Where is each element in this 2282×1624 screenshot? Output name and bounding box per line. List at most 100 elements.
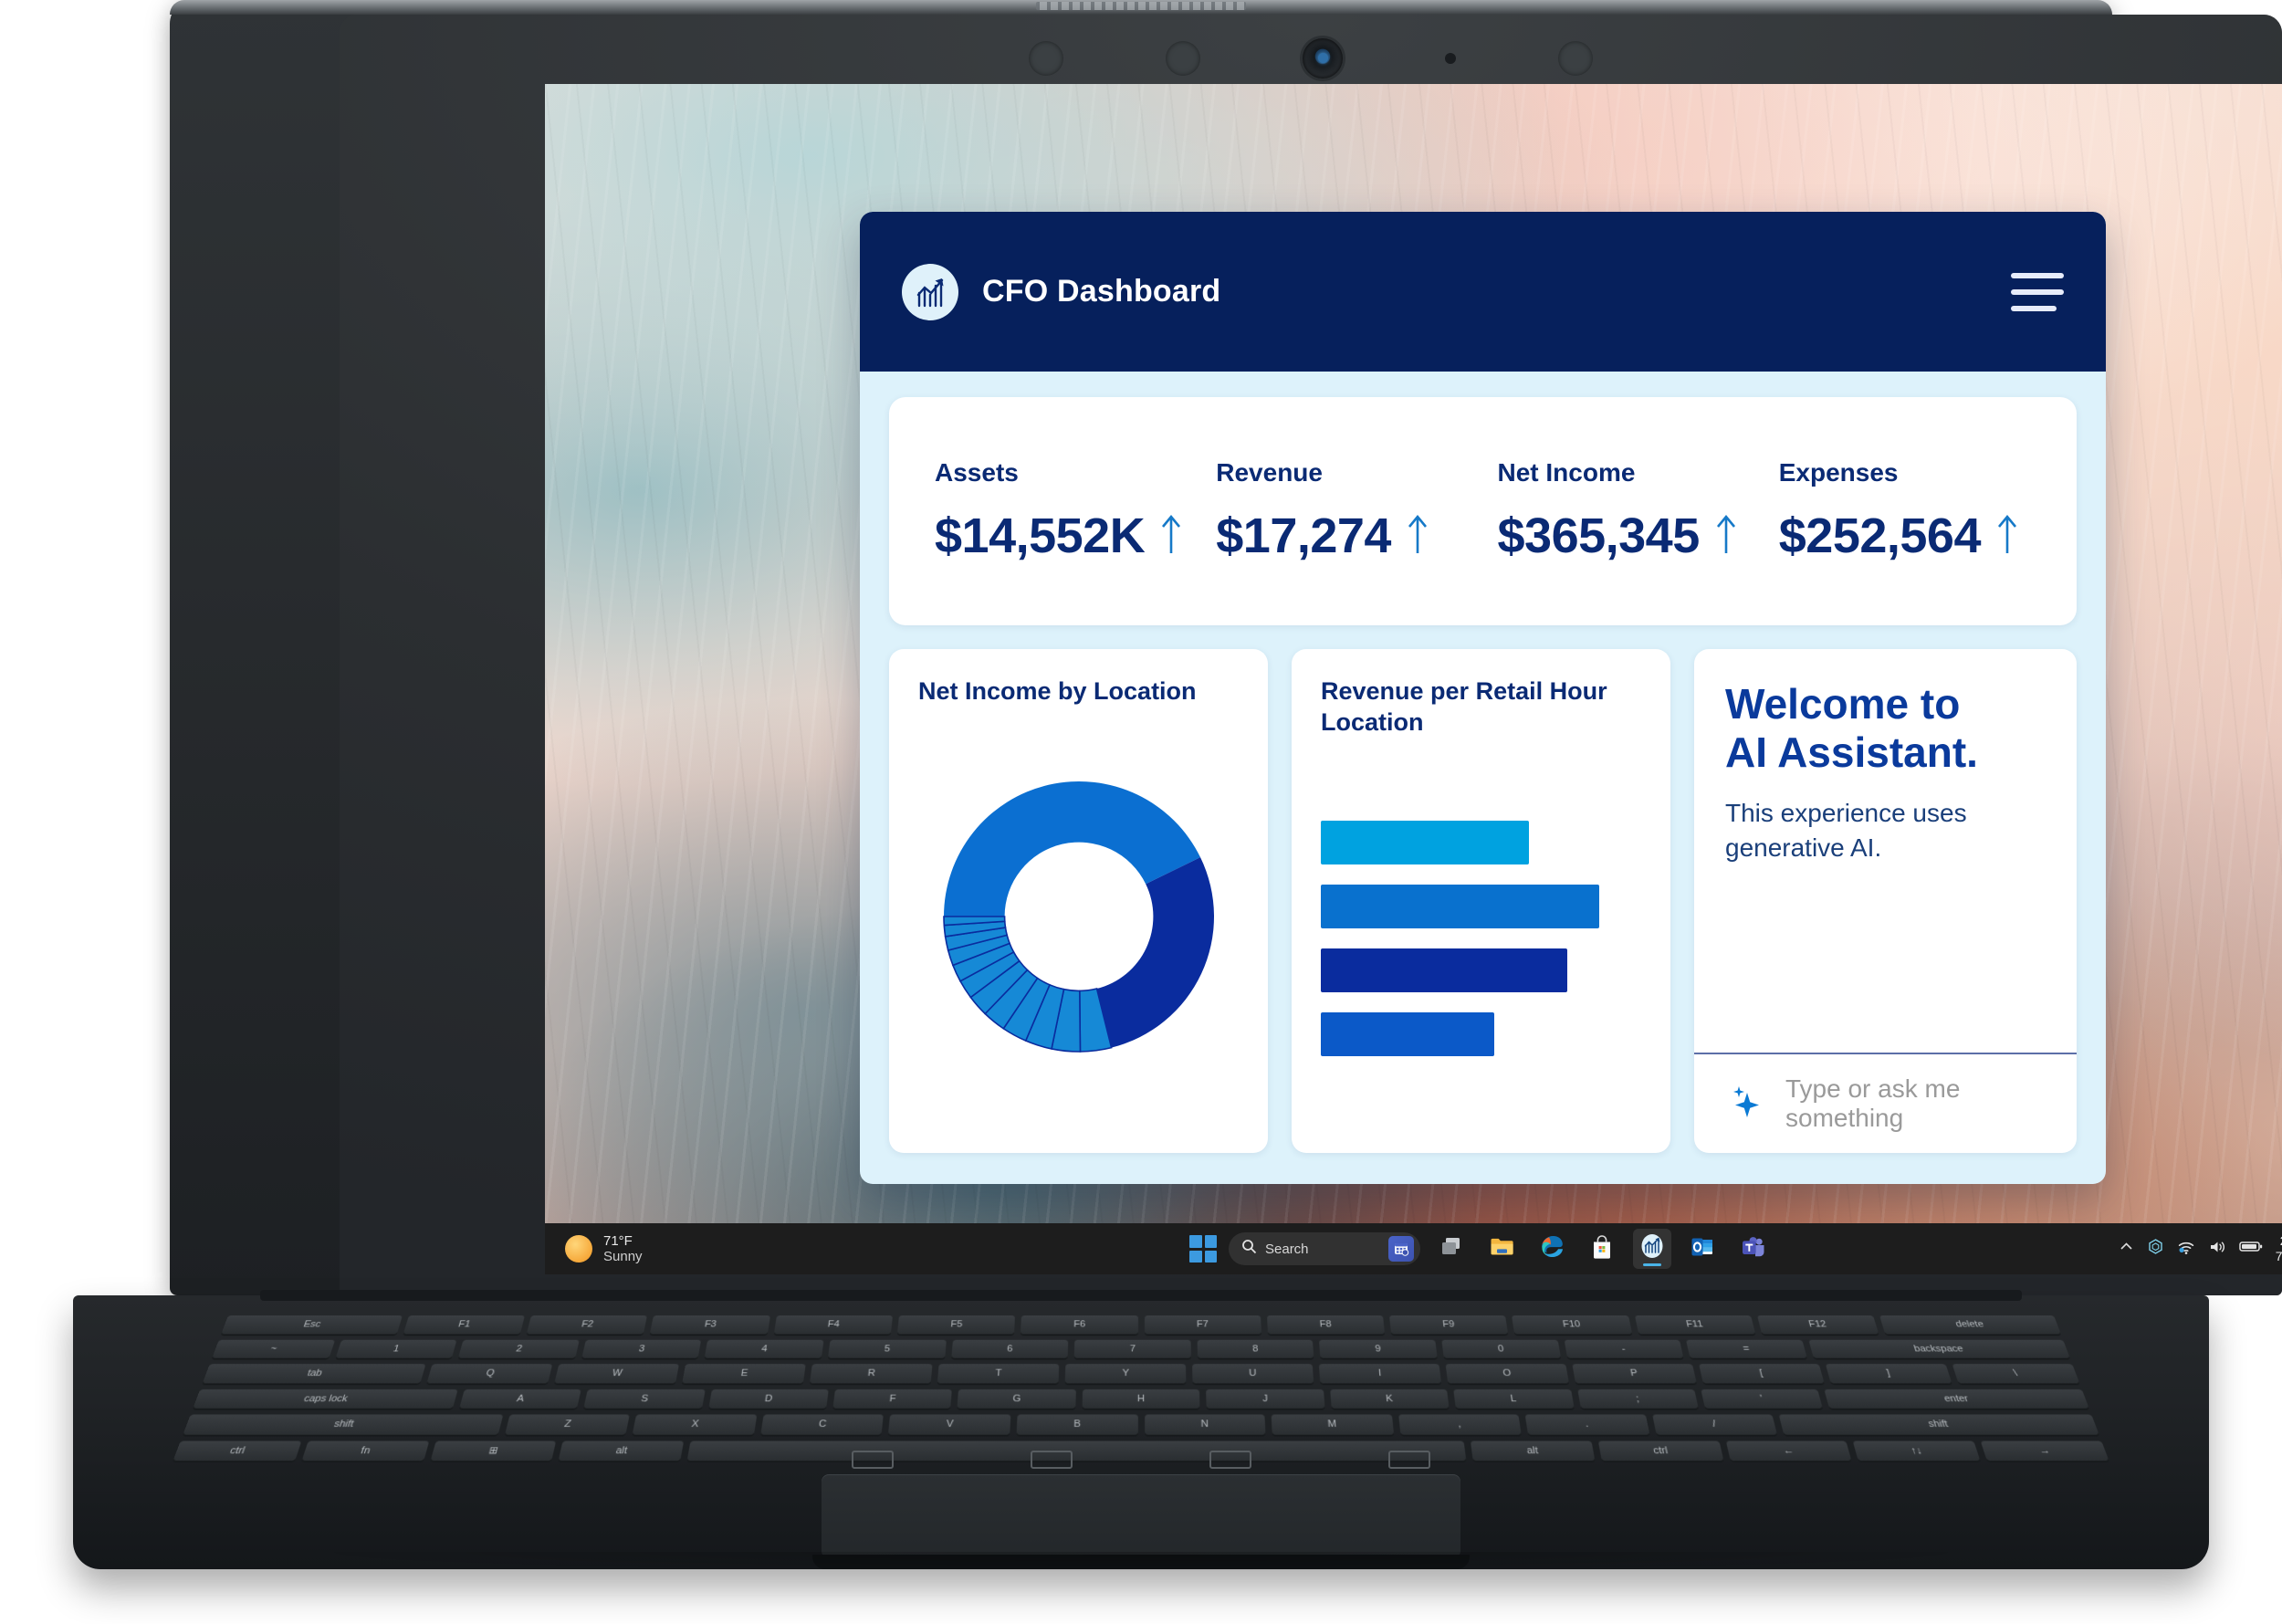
taskbar-weather-widget[interactable]: 71°F Sunny: [545, 1233, 846, 1265]
donut-slice[interactable]: [942, 916, 1006, 927]
network-hex-icon[interactable]: [2147, 1238, 2164, 1260]
key[interactable]: F9: [1389, 1315, 1509, 1335]
key[interactable]: F1: [403, 1315, 526, 1335]
key[interactable]: L: [1453, 1388, 1575, 1409]
wifi-icon[interactable]: [2177, 1239, 2195, 1260]
key[interactable]: B: [1016, 1414, 1138, 1435]
key[interactable]: ctrl: [173, 1441, 302, 1462]
key[interactable]: 8: [1197, 1339, 1314, 1358]
taskbar-app-microsoft-edge[interactable]: [1533, 1229, 1571, 1269]
key[interactable]: ;: [1576, 1388, 1699, 1409]
hamburger-menu-icon[interactable]: [2011, 272, 2064, 311]
key[interactable]: T: [937, 1364, 1060, 1383]
key[interactable]: G: [957, 1388, 1076, 1409]
key[interactable]: W: [554, 1364, 680, 1383]
ai-prompt-input[interactable]: Type or ask me something: [1725, 1054, 2046, 1153]
taskbar-app-task-view[interactable]: [1432, 1229, 1471, 1269]
bar-2[interactable]: [1321, 884, 1600, 928]
key[interactable]: ~: [212, 1339, 335, 1358]
key[interactable]: 6: [950, 1339, 1069, 1358]
key[interactable]: ]: [1825, 1364, 1952, 1383]
windows-start-icon[interactable]: [1189, 1235, 1217, 1263]
bar-3[interactable]: [1321, 948, 1568, 992]
donut-slice[interactable]: [1096, 857, 1214, 1048]
key[interactable]: 7: [1073, 1339, 1191, 1358]
key[interactable]: fn: [301, 1441, 429, 1462]
key[interactable]: M: [1271, 1414, 1394, 1435]
widgets-calendar-icon[interactable]: [1388, 1236, 1414, 1262]
key[interactable]: shift: [1778, 1414, 2099, 1435]
key[interactable]: H: [1082, 1388, 1200, 1409]
trackpad[interactable]: [822, 1474, 1460, 1558]
key[interactable]: 3: [581, 1339, 702, 1358]
key[interactable]: E: [682, 1364, 806, 1383]
battery-icon[interactable]: [2238, 1240, 2263, 1258]
key[interactable]: F3: [650, 1315, 770, 1335]
key[interactable]: F7: [1144, 1315, 1261, 1335]
key[interactable]: I: [1318, 1364, 1442, 1383]
key[interactable]: →: [1980, 1441, 2109, 1462]
key[interactable]: V: [888, 1414, 1011, 1435]
key[interactable]: K: [1329, 1388, 1450, 1409]
taskbar-app-microsoft-teams[interactable]: [1733, 1229, 1772, 1269]
key[interactable]: J: [1206, 1388, 1325, 1409]
key[interactable]: O: [1445, 1364, 1569, 1383]
key[interactable]: F4: [773, 1315, 893, 1335]
key[interactable]: C: [760, 1414, 885, 1435]
key[interactable]: =: [1686, 1339, 1807, 1358]
key[interactable]: -: [1564, 1339, 1684, 1358]
key[interactable]: F2: [527, 1315, 648, 1335]
key[interactable]: R: [810, 1364, 933, 1383]
key[interactable]: 4: [705, 1339, 824, 1358]
key[interactable]: .: [1524, 1414, 1649, 1435]
key[interactable]: ↑↓: [1853, 1441, 1981, 1462]
key[interactable]: F6: [1021, 1315, 1138, 1335]
key[interactable]: F12: [1756, 1315, 1879, 1335]
key[interactable]: enter: [1824, 1388, 2089, 1409]
bar-4[interactable]: [1321, 1011, 1494, 1056]
key[interactable]: tab: [202, 1364, 426, 1383]
key[interactable]: P: [1572, 1364, 1697, 1383]
key[interactable]: D: [707, 1388, 829, 1409]
key[interactable]: /: [1651, 1414, 1777, 1435]
key[interactable]: alt: [1470, 1441, 1596, 1462]
taskbar-app-microsoft-store[interactable]: [1583, 1229, 1621, 1269]
key[interactable]: F8: [1266, 1315, 1386, 1335]
taskbar-app-cfo-dashboard[interactable]: [1633, 1229, 1671, 1269]
key[interactable]: F11: [1634, 1315, 1755, 1335]
key[interactable]: F10: [1512, 1315, 1632, 1335]
key[interactable]: S: [583, 1388, 706, 1409]
key[interactable]: 1: [335, 1339, 457, 1358]
key[interactable]: Y: [1064, 1364, 1187, 1383]
key[interactable]: backspace: [1807, 1339, 2070, 1358]
key[interactable]: 9: [1319, 1339, 1438, 1358]
key[interactable]: N: [1144, 1414, 1266, 1435]
key[interactable]: F: [832, 1388, 953, 1409]
bar-1[interactable]: [1321, 820, 1530, 864]
key[interactable]: [: [1699, 1364, 1825, 1383]
key[interactable]: delete: [1879, 1315, 2061, 1335]
key[interactable]: ': [1701, 1388, 1824, 1409]
speaker-icon[interactable]: [2208, 1239, 2226, 1260]
key[interactable]: alt: [558, 1441, 685, 1462]
taskbar-clock[interactable]: 2:30 PM 7/15/2024: [2276, 1233, 2282, 1264]
key[interactable]: Esc: [221, 1315, 403, 1335]
taskbar-app-file-explorer[interactable]: [1482, 1229, 1521, 1269]
key[interactable]: ,: [1397, 1414, 1522, 1435]
key[interactable]: 0: [1441, 1339, 1561, 1358]
key[interactable]: 2: [458, 1339, 580, 1358]
key[interactable]: \: [1952, 1364, 2080, 1383]
key[interactable]: X: [633, 1414, 758, 1435]
key[interactable]: A: [458, 1388, 581, 1409]
key[interactable]: ⊞: [430, 1441, 557, 1462]
key[interactable]: caps lock: [193, 1388, 458, 1409]
search-input[interactable]: Search: [1229, 1232, 1420, 1265]
key[interactable]: F5: [896, 1315, 1016, 1335]
key[interactable]: ctrl: [1597, 1441, 1724, 1462]
key[interactable]: 5: [827, 1339, 947, 1358]
key[interactable]: shift: [183, 1414, 504, 1435]
donut-slice[interactable]: [943, 781, 1200, 917]
key[interactable]: Q: [426, 1364, 553, 1383]
taskbar-app-outlook[interactable]: [1683, 1229, 1722, 1269]
key[interactable]: ←: [1725, 1441, 1852, 1462]
